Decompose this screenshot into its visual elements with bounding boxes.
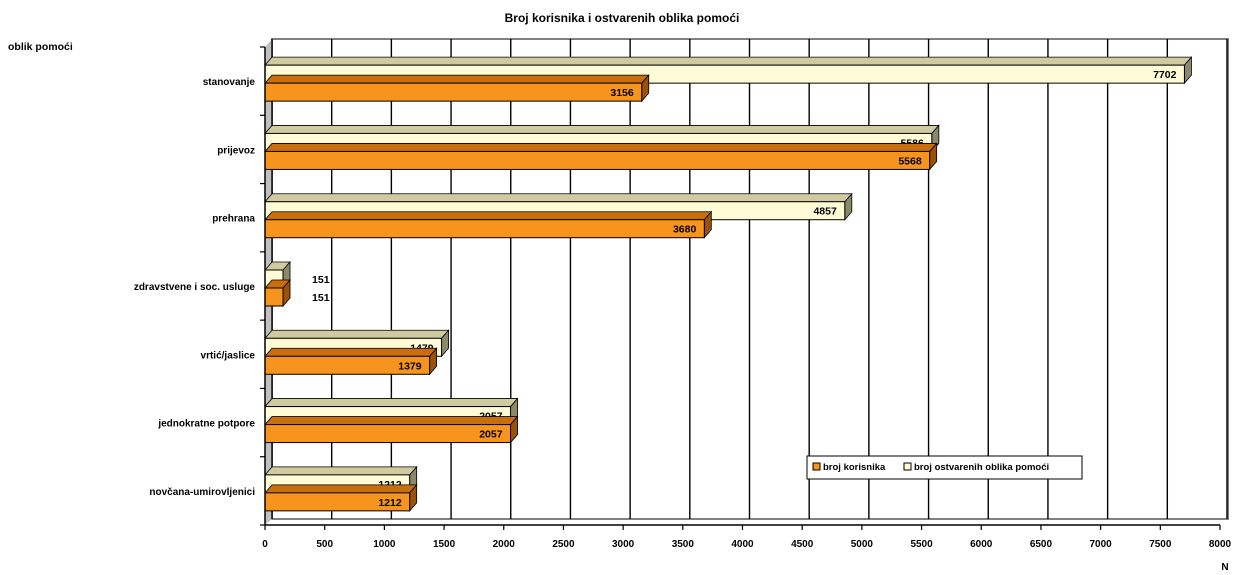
- bar-top-broj-ostvarenih-oblika-pomoci-prijevoz: [264, 125, 940, 134]
- data-label-broj-ostvarenih-oblika-pomoci-stanovanje: 7702: [1153, 69, 1177, 81]
- bar-front-broj-korisnika-prehrana: [264, 219, 705, 239]
- bar-broj-korisnika-stanovanje: 3156: [264, 74, 650, 103]
- bar-broj-korisnika-prehrana: 3680: [264, 210, 713, 239]
- x-tick-label-4500: 4500: [791, 539, 814, 550]
- bar-top-broj-ostvarenih-oblika-pomoci-jednokratne-potpore: [264, 398, 519, 407]
- bar-top-broj-ostvarenih-oblika-pomoci-novcana-umirovljenici: [264, 466, 418, 476]
- x-tick-label-500: 500: [316, 539, 333, 550]
- bar-top-broj-korisnika-vrtic-jaslice: [264, 347, 438, 357]
- legend: broj korisnika broj ostvarenih oblika po…: [806, 455, 1083, 480]
- data-label-broj-korisnika-prehrana: 3680: [673, 224, 697, 236]
- bar-broj-ostvarenih-oblika-pomoci-stanovanje: 7702: [264, 56, 1193, 85]
- bar-top-broj-ostvarenih-oblika-pomoci-vrtic-jaslice: [264, 329, 450, 339]
- x-tick-label-5000: 5000: [851, 539, 874, 550]
- x-axis-title: N: [1221, 562, 1228, 573]
- bar-front-broj-korisnika-prijevoz: [264, 150, 931, 170]
- bar-front-broj-korisnika-stanovanje: [264, 82, 643, 102]
- category-label-prehrana: prehrana: [212, 214, 255, 225]
- bar-front-broj-korisnika-zdravstvene-i-soc-usluge: [264, 287, 284, 307]
- legend-label-broj-ostvarenih-oblika-pomoci: broj ostvarenih oblika pomoći: [914, 462, 1049, 473]
- x-tick-label-3500: 3500: [672, 539, 695, 550]
- legend-swatch-broj-ostvarenih-oblika-pomoci: [903, 462, 912, 471]
- x-tick-label-7500: 7500: [1149, 539, 1172, 550]
- x-tick-label-4000: 4000: [731, 539, 754, 550]
- bar-broj-korisnika-prijevoz: 5568: [264, 142, 938, 171]
- data-label-broj-korisnika-vrtic-jaslice: 1379: [398, 360, 422, 372]
- bar-broj-korisnika-vrtic-jaslice: 1379: [264, 347, 438, 376]
- chart-title: Broj korisnika i ostvarenih oblika pomoć…: [505, 11, 740, 25]
- category-label-prijevoz: prijevoz: [217, 145, 255, 156]
- bar-top-broj-korisnika-prijevoz: [264, 143, 938, 152]
- bar-top-broj-korisnika-novcana-umirovljenici: [264, 484, 418, 494]
- data-label-broj-korisnika-jednokratne-potpore: 2057: [479, 429, 503, 441]
- x-tick-label-2500: 2500: [552, 539, 575, 550]
- bar-top-broj-ostvarenih-oblika-pomoci-prehrana: [264, 193, 853, 203]
- bar-broj-korisnika-zdravstvene-i-soc-usluge: 151: [264, 278, 330, 308]
- category-label-zdravstvene-i-soc-usluge: zdravstvene i soc. usluge: [134, 282, 256, 293]
- axes: 0 500 1000 1500 2000 2500 3000 3500 4000 4500 5000…: [134, 46, 1232, 550]
- data-label-broj-korisnika-novcana-umirovljenici: 1212: [378, 497, 402, 509]
- bar-front-broj-korisnika-jednokratne-potpore: [264, 424, 512, 444]
- plot-area: [265, 38, 1229, 525]
- category-label-stanovanje: stanovanje: [203, 77, 256, 88]
- x-tick-label-2000: 2000: [493, 539, 516, 550]
- x-tick-label-6000: 6000: [970, 539, 993, 550]
- category-label-novcana-umirovljenici: novčana-umirovljenici: [149, 487, 255, 498]
- legend-label-broj-korisnika: broj korisnika: [823, 462, 886, 473]
- x-tick-label-5500: 5500: [910, 539, 933, 550]
- data-label-broj-korisnika-stanovanje: 3156: [610, 87, 634, 99]
- x-tick-label-8000: 8000: [1209, 539, 1232, 550]
- x-tick-label-0: 0: [262, 539, 268, 550]
- x-tick-label-3000: 3000: [612, 539, 635, 550]
- bar-broj-korisnika-jednokratne-potpore: 2057: [264, 415, 519, 444]
- data-label-broj-korisnika-zdravstvene-i-soc-usluge: 151: [312, 292, 330, 304]
- x-tick-label-7000: 7000: [1090, 539, 1113, 550]
- data-label-broj-ostvarenih-oblika-pomoci-prehrana: 4857: [813, 206, 837, 218]
- data-label-broj-korisnika-prijevoz: 5568: [898, 155, 922, 167]
- category-label-vrtic-jaslice: vrtić/jaslice: [201, 350, 256, 361]
- bar-top-broj-korisnika-jednokratne-potpore: [264, 416, 519, 425]
- bar-broj-korisnika-novcana-umirovljenici: 1212: [264, 483, 418, 512]
- y-axis-title: oblik pomoći: [8, 41, 73, 53]
- x-tick-label-1000: 1000: [373, 539, 396, 550]
- bar-top-broj-korisnika-prehrana: [264, 211, 713, 221]
- bars: 7702315655865568485736801511511479137920…: [264, 56, 1193, 512]
- legend-box: [806, 455, 1083, 480]
- category-label-jednokratne-potpore: jednokratne potpore: [157, 419, 255, 430]
- x-tick-label-1500: 1500: [433, 539, 456, 550]
- bar-top-broj-ostvarenih-oblika-pomoci-stanovanje: [264, 56, 1193, 66]
- x-tick-label-6500: 6500: [1030, 539, 1053, 550]
- bar-top-broj-korisnika-stanovanje: [264, 74, 650, 84]
- legend-swatch-broj-korisnika: [812, 462, 821, 471]
- data-label-broj-ostvarenih-oblika-pomoci-zdravstvene-i-soc-usluge: 151: [312, 274, 330, 286]
